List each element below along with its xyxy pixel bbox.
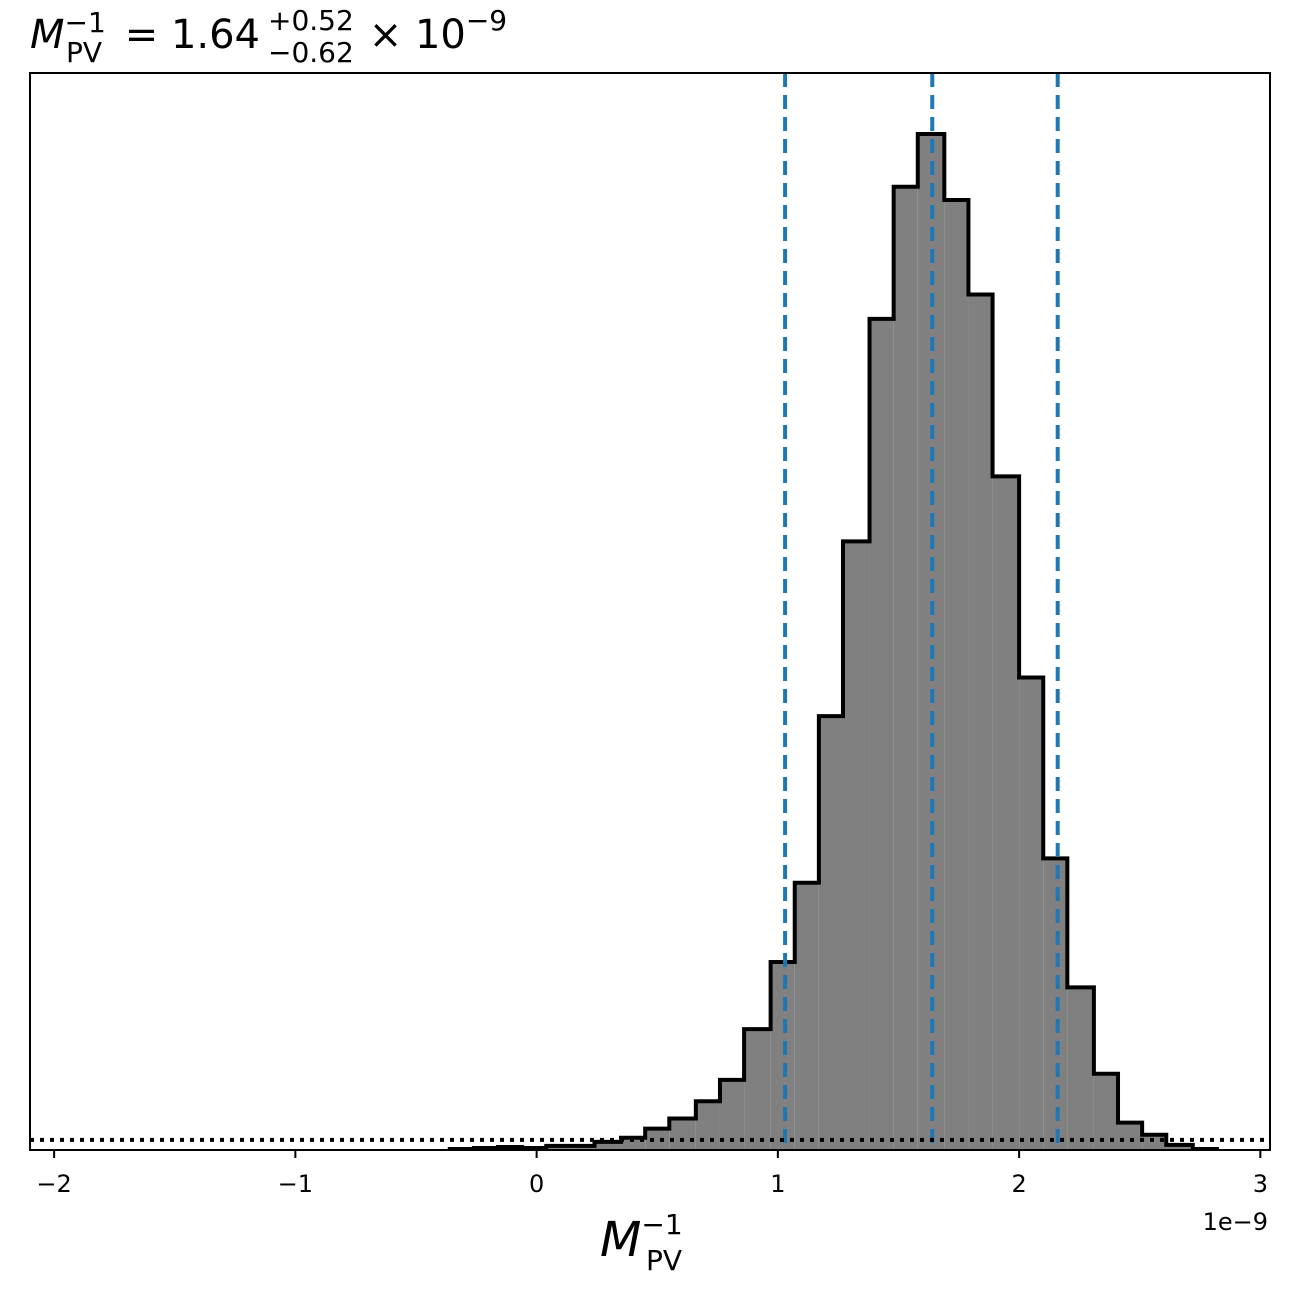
histogram-bar	[770, 962, 795, 1150]
histogram-layer	[447, 131, 1219, 1151]
x-tick-label: 0	[529, 1170, 544, 1198]
histogram-outline	[447, 131, 1219, 1151]
x-offset-text: 1e−9	[1203, 1208, 1268, 1236]
histogram-bar	[744, 1029, 771, 1150]
x-tick-label: −2	[36, 1170, 71, 1198]
histogram-bar	[968, 294, 993, 1150]
x-tick-label: −1	[278, 1170, 313, 1198]
histogram-bar	[1142, 1134, 1167, 1150]
x-axis-label: M−1 PV	[600, 1208, 683, 1277]
histogram-bar	[794, 882, 819, 1150]
title-times: × 10	[356, 12, 466, 58]
title-subscript: PV	[66, 36, 102, 69]
xlabel-superscript: −1	[641, 1208, 682, 1241]
histogram-bar	[546, 1145, 571, 1150]
histogram-bar	[1067, 987, 1094, 1150]
chart-title: M−1 PV = 1.64 +0.52 −0.62 × 10−9	[30, 4, 507, 69]
histogram-bar	[621, 1137, 646, 1150]
histogram-bar	[570, 1145, 595, 1150]
x-tick-label: 1	[770, 1170, 785, 1198]
histogram-bar	[594, 1141, 622, 1150]
histogram-bar	[1093, 1073, 1119, 1150]
x-tick-label: 3	[1253, 1170, 1268, 1198]
title-exponent: −9	[466, 4, 507, 37]
xlabel-symbol: M	[600, 1212, 641, 1268]
x-tick-layer: −2 −1 0 1 2 3	[36, 1150, 1268, 1198]
title-equals: = 1.64	[112, 12, 260, 58]
histogram-bar	[1166, 1144, 1193, 1150]
title-symbol: M	[30, 12, 65, 58]
histogram-bar	[944, 200, 969, 1151]
histogram-bar	[992, 476, 1020, 1151]
title-lower-err: −0.62	[268, 36, 354, 69]
plot-frame	[29, 72, 1271, 1151]
histogram-bar	[869, 318, 894, 1151]
histogram-bar	[695, 1101, 720, 1150]
x-tick-label: 2	[1011, 1170, 1026, 1198]
histogram-bar	[645, 1128, 670, 1150]
vline-layer	[783, 73, 1060, 1150]
histogram-bar	[893, 186, 918, 1151]
axes-layer	[29, 72, 1271, 1151]
histogram-bar	[1019, 677, 1044, 1150]
histogram-bar	[669, 1118, 696, 1150]
histogram-bar	[1043, 858, 1068, 1150]
histogram-bar	[818, 716, 843, 1150]
title-superscript: −1	[65, 6, 106, 39]
histogram-bar	[1118, 1122, 1143, 1150]
histogram-bar	[842, 541, 870, 1150]
title-upper-err: +0.52	[268, 4, 354, 37]
xlabel-subscript: PV	[646, 1244, 682, 1277]
